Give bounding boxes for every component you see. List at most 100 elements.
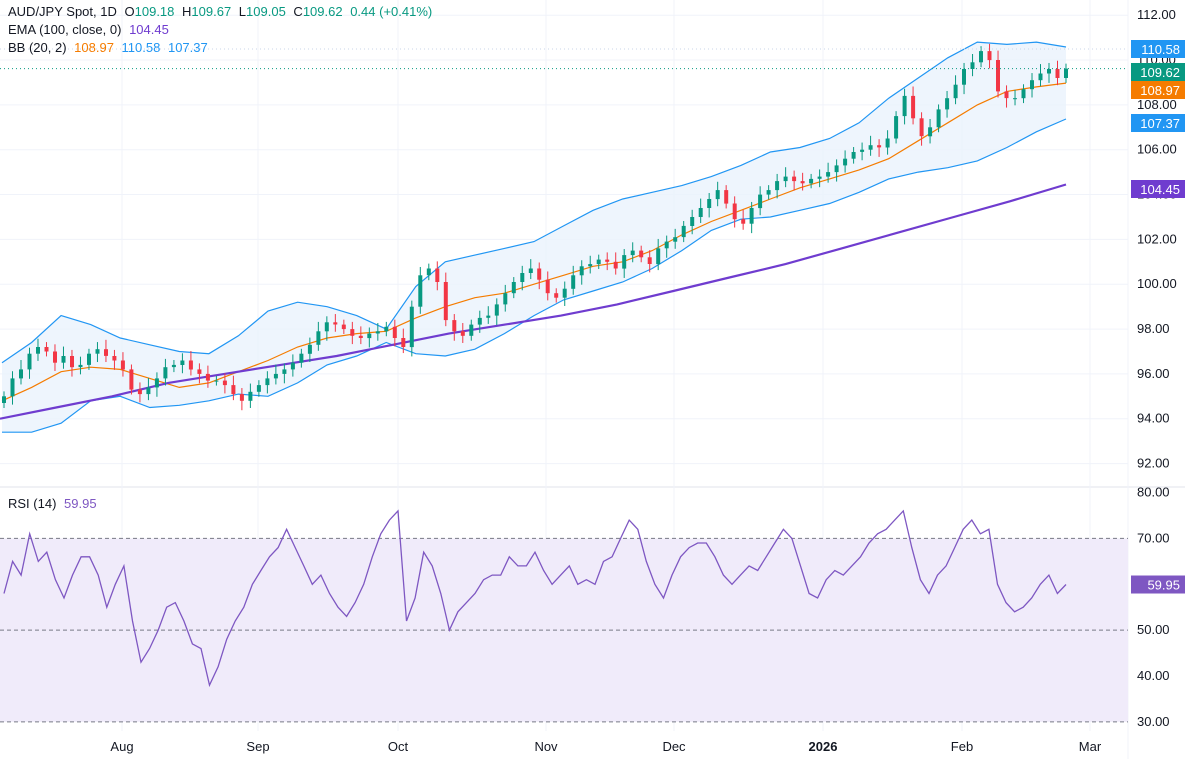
candle-body — [460, 331, 465, 336]
candle-body — [469, 324, 474, 336]
price-tick-label: 106.00 — [1137, 142, 1177, 157]
candle-body — [120, 360, 125, 370]
time-axis: Aug Sep Oct Nov Dec 2026 Feb Mar — [110, 739, 1101, 754]
ema-100-line — [0, 183, 1067, 420]
candle-body — [452, 320, 457, 332]
bb-legend[interactable]: BB (20, 2) 108.97 110.58 107.37 — [8, 40, 212, 56]
ema-legend-value: 104.45 — [129, 22, 169, 37]
candle-body — [256, 385, 261, 392]
candle-body — [775, 181, 780, 191]
rsi-pane — [0, 509, 1128, 723]
candle-body — [1013, 98, 1017, 100]
candle-body — [503, 293, 508, 305]
rsi-tick-label: 50.00 — [1137, 622, 1170, 637]
candle-body — [443, 282, 448, 321]
candle-body — [724, 190, 729, 204]
candle-body — [290, 362, 295, 370]
time-tick-label: Sep — [246, 739, 269, 754]
candle-body — [511, 282, 516, 294]
candle-body — [426, 268, 431, 276]
candle-body — [316, 331, 321, 345]
candle-body — [146, 387, 151, 395]
bb-legend-upper: 110.58 — [121, 40, 161, 55]
symbol-title[interactable]: AUD/JPY Spot, 1D — [8, 4, 117, 19]
candle-body — [579, 266, 584, 276]
candle-body — [919, 118, 924, 137]
candle-body — [401, 338, 406, 347]
candle-body — [214, 380, 219, 382]
ema-legend-label: EMA (100, close, 0) — [8, 22, 122, 37]
candle-body — [282, 369, 287, 374]
close-price-tag-bg — [1131, 63, 1185, 81]
candle-body — [843, 158, 848, 166]
change-value: 0.44 (+0.41%) — [350, 4, 433, 19]
candle-body — [783, 176, 788, 182]
candle-body — [10, 378, 15, 397]
bb-legend-lower: 107.37 — [167, 40, 208, 55]
candle-body — [265, 378, 270, 386]
ema-legend[interactable]: EMA (100, close, 0) 104.45 — [8, 22, 173, 38]
candle-body — [894, 116, 899, 139]
candle-body — [1047, 69, 1051, 74]
candle-body — [673, 237, 678, 242]
candle-body — [367, 333, 372, 339]
price-tick-label: 98.00 — [1137, 321, 1170, 336]
candle-body — [205, 373, 210, 381]
close-label: C — [293, 4, 303, 19]
candle-body — [1055, 69, 1060, 78]
candle-body — [341, 324, 346, 330]
bb-upper-tag: 110.58 — [1141, 42, 1180, 57]
candle-body — [273, 373, 278, 379]
candle-body — [520, 273, 525, 282]
rsi-legend[interactable]: RSI (14) 59.95 — [8, 496, 101, 512]
candle-body — [681, 225, 686, 238]
candle-body — [61, 356, 66, 363]
candle-body — [2, 396, 6, 403]
bb-legend-label: BB (20, 2) — [8, 40, 67, 55]
rsi-tick-label: 30.00 — [1137, 714, 1170, 729]
candle-body — [486, 315, 491, 318]
candle-body — [163, 367, 168, 379]
candle-body — [630, 250, 635, 256]
bb-upper-line — [1, 41, 1067, 364]
candle-body — [868, 145, 873, 150]
candle-body — [78, 364, 83, 368]
candle-body — [613, 261, 618, 269]
ema-tag-bg — [1131, 180, 1185, 198]
price-tick-label: 94.00 — [1137, 411, 1170, 426]
candle-body — [409, 306, 414, 348]
price-legend: AUD/JPY Spot, 1D O109.18 H109.67 L109.05… — [8, 4, 436, 20]
candle-body — [826, 172, 831, 177]
candle-body — [545, 279, 550, 294]
candle-body — [928, 127, 933, 137]
rsi-tick-label: 80.00 — [1137, 485, 1170, 500]
price-tick-label: 92.00 — [1137, 456, 1170, 471]
rsi-line — [3, 509, 1067, 688]
rsi-tag-bg — [1131, 575, 1185, 594]
candle-body — [307, 344, 312, 354]
candle-body — [154, 378, 159, 388]
candle-body — [605, 259, 610, 262]
candle-body — [333, 322, 338, 325]
low-label: L — [238, 4, 247, 19]
candle-body — [528, 268, 533, 273]
candle-body — [698, 208, 703, 217]
candle-body — [129, 369, 134, 390]
bb-legend-basis: 108.97 — [74, 40, 114, 55]
close-value: 109.62 — [302, 4, 343, 19]
time-tick-label: Dec — [662, 739, 686, 754]
candle-body — [350, 329, 355, 336]
time-tick-label: Oct — [388, 739, 409, 754]
time-tick-label: 2026 — [809, 739, 838, 754]
candle-body — [1004, 91, 1009, 99]
time-tick-label: Feb — [951, 739, 973, 754]
candle-body — [596, 259, 601, 265]
candle-body — [239, 394, 244, 401]
candle-body — [494, 304, 499, 316]
open-value: 109.18 — [134, 4, 175, 19]
candle-body — [137, 389, 142, 395]
candle-body — [53, 351, 57, 363]
candle-body — [554, 293, 559, 298]
